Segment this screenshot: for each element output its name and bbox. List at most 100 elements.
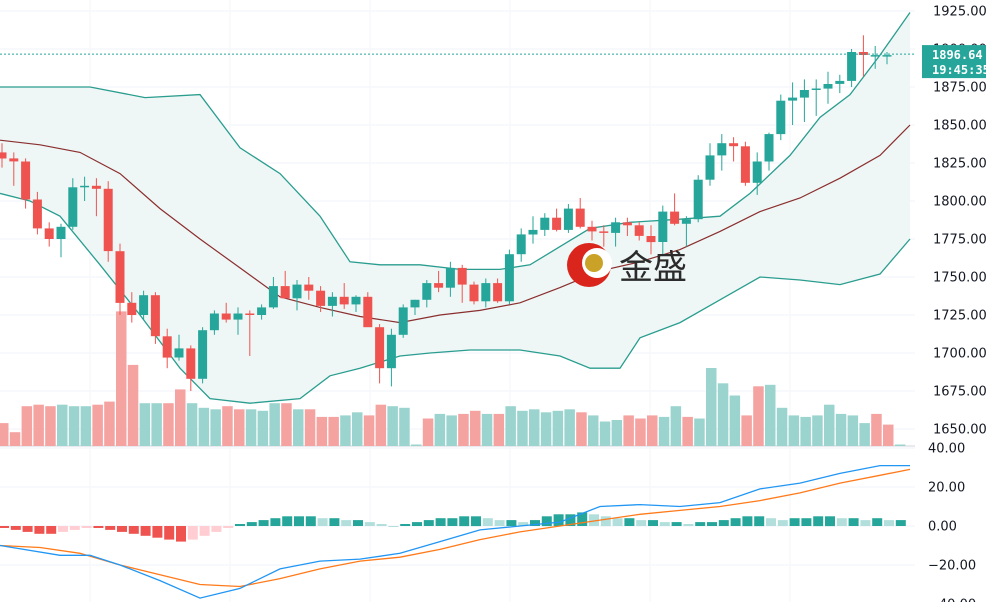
candle-body <box>445 267 455 288</box>
macd-histogram-bar <box>789 518 800 526</box>
price-tick-label: 1800.00 <box>933 195 986 210</box>
macd-histogram-bar <box>317 518 328 526</box>
volume-bar <box>104 401 115 446</box>
macd-histogram-bar <box>235 524 245 526</box>
volume-bar <box>434 413 446 446</box>
candle-body <box>351 296 361 305</box>
volume-bar <box>387 406 398 446</box>
macd-histogram-bar <box>435 518 446 526</box>
macd-histogram-bar <box>577 512 588 526</box>
candle-body <box>139 295 149 315</box>
volume-bar <box>682 416 693 446</box>
macd-histogram-bar <box>600 516 611 527</box>
watermark-text: 金盛 <box>619 248 687 288</box>
price-tick-label: 1675.00 <box>933 385 986 400</box>
macd-histogram-bar <box>341 520 352 526</box>
candle-body <box>611 222 621 233</box>
candle-body <box>339 296 349 305</box>
candle-body <box>469 284 479 302</box>
candle-body <box>150 295 160 337</box>
volume-bar <box>198 407 210 447</box>
macd-histogram-bar <box>659 522 670 526</box>
macd-histogram-bar <box>707 522 717 526</box>
candle-body <box>410 299 420 308</box>
macd-histogram-bar <box>223 526 234 528</box>
macd-histogram-bar <box>388 526 399 527</box>
price-tick-label: 1725.00 <box>933 309 986 324</box>
last-price-tag-box <box>922 45 986 79</box>
candle-body <box>221 313 231 320</box>
candle-body <box>823 84 833 89</box>
candle-body <box>186 348 196 379</box>
candle-body <box>504 254 514 302</box>
volume-bar <box>293 409 304 446</box>
volume-bar <box>0 423 9 446</box>
volume-bar <box>647 415 658 446</box>
candle-body <box>776 100 786 135</box>
volume-bar <box>151 403 162 446</box>
macd-histogram-bar <box>459 516 470 527</box>
volume-bar <box>222 406 233 446</box>
volume-bar <box>45 406 56 446</box>
candle-body <box>198 330 208 379</box>
macd-histogram-bar <box>541 516 552 527</box>
macd-line <box>0 464 910 599</box>
candle-body <box>729 143 739 147</box>
candle-body <box>162 336 172 358</box>
volume-bar <box>599 421 611 446</box>
volume-bar <box>411 444 422 446</box>
macd-histogram-bar <box>754 516 765 527</box>
candle-body <box>528 229 538 235</box>
volume-bar <box>493 413 505 446</box>
macd-tick-label: 20.00 <box>928 481 965 496</box>
candle-body <box>788 97 798 101</box>
candle-body <box>115 251 125 303</box>
volume-bar <box>529 409 540 446</box>
macd-histogram-bar <box>93 526 104 528</box>
volume-bar <box>33 404 44 446</box>
candle-body <box>257 307 267 315</box>
candle-body <box>127 302 137 315</box>
macd-histogram-bar <box>164 526 175 540</box>
candle-body <box>847 52 857 81</box>
macd-histogram-bar <box>777 520 788 526</box>
macd-histogram-bar <box>612 518 623 526</box>
volume-bar <box>269 403 280 446</box>
macd-tick-label: −20.00 <box>928 559 976 574</box>
candle-body <box>799 90 809 98</box>
macd-histogram-bar <box>176 526 186 542</box>
volume-bar <box>800 416 811 446</box>
candle-body <box>481 283 491 302</box>
volume-bar <box>116 311 127 446</box>
macd-histogram-bar <box>553 514 564 526</box>
volume-bar <box>458 413 469 446</box>
volume-bar <box>422 418 434 446</box>
macd-histogram-bar <box>801 518 812 526</box>
macd-histogram-bar <box>671 522 682 526</box>
candle-body <box>563 208 573 230</box>
volume-bar <box>776 407 788 447</box>
volume-bar <box>517 410 528 446</box>
candle-body <box>811 88 821 90</box>
volume-bar <box>717 383 729 446</box>
price-tick-label: 1775.00 <box>933 233 986 248</box>
candle-body <box>0 152 7 159</box>
candle-body <box>717 143 727 156</box>
bollinger-middle-line <box>0 124 911 324</box>
price-axis: 1925.001900.001875.001850.001825.001800.… <box>915 0 986 607</box>
volume-bar <box>21 406 33 446</box>
volume-bar <box>80 406 92 446</box>
macd-histogram-bar <box>860 520 871 526</box>
macd-histogram-bar <box>152 526 163 538</box>
price-tick-label: 1700.00 <box>933 347 986 362</box>
volume-bar <box>588 415 599 446</box>
macd-tick-label: 40.00 <box>928 442 965 457</box>
macd-histogram-bar <box>10 526 21 530</box>
candles <box>0 35 892 391</box>
macd-histogram-bar <box>742 516 753 527</box>
macd-histogram-bar <box>353 520 363 526</box>
macd-histogram-bar <box>81 526 92 528</box>
macd-histogram-bar <box>412 522 422 526</box>
